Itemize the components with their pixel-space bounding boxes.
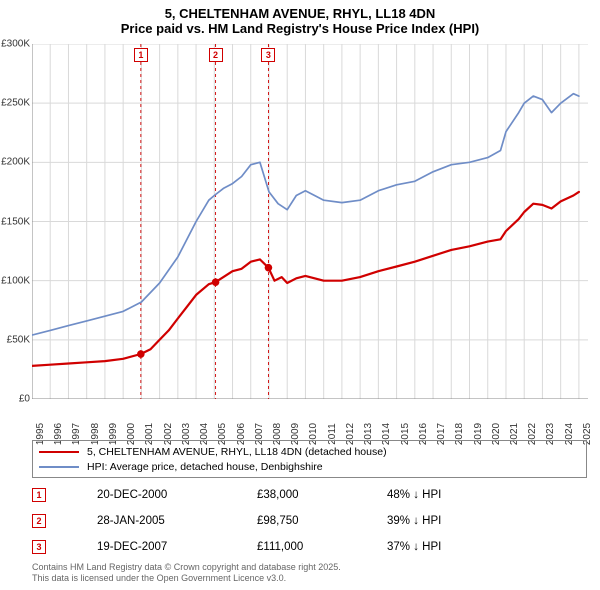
marker-date: 20-DEC-2000 <box>97 489 257 501</box>
legend-label: HPI: Average price, detached house, Denb… <box>87 461 323 473</box>
y-tick-label: £100K <box>1 275 30 286</box>
y-axis-labels: £0£50K£100K£150K£200K£250K£300K <box>0 44 32 399</box>
footnote: Contains HM Land Registry data © Crown c… <box>32 562 341 585</box>
y-tick-label: £300K <box>1 39 30 50</box>
y-tick-label: £50K <box>7 334 30 345</box>
marker-num-cell: 1 <box>32 488 97 502</box>
marker-table-row: 1 20-DEC-2000£38,00048% ↓ HPI <box>32 482 587 508</box>
marker-date: 19-DEC-2007 <box>97 541 257 553</box>
y-tick-label: £150K <box>1 216 30 227</box>
sale-marker-3: 3 <box>261 48 275 62</box>
marker-num-box: 2 <box>32 514 46 528</box>
legend-swatch <box>39 451 79 453</box>
marker-table-row: 2 28-JAN-2005£98,75039% ↓ HPI <box>32 508 587 534</box>
marker-num-cell: 3 <box>32 540 97 554</box>
marker-num-cell: 2 <box>32 514 97 528</box>
marker-table-row: 3 19-DEC-2007£111,00037% ↓ HPI <box>32 534 587 560</box>
marker-pct: 39% ↓ HPI <box>387 515 527 527</box>
y-tick-label: £250K <box>1 98 30 109</box>
chart-title-block: 5, CHELTENHAM AVENUE, RHYL, LL18 4DN Pri… <box>0 0 600 36</box>
marker-price: £111,000 <box>257 541 387 553</box>
marker-price: £98,750 <box>257 515 387 527</box>
marker-pct: 48% ↓ HPI <box>387 489 527 501</box>
marker-pct: 37% ↓ HPI <box>387 541 527 553</box>
marker-date: 28-JAN-2005 <box>97 515 257 527</box>
markers-table: 1 20-DEC-2000£38,00048% ↓ HPI 2 28-JAN-2005… <box>32 482 587 560</box>
marker-num-box: 3 <box>32 540 46 554</box>
legend-label: 5, CHELTENHAM AVENUE, RHYL, LL18 4DN (de… <box>87 446 387 458</box>
legend-row: HPI: Average price, detached house, Denb… <box>39 459 580 474</box>
legend-swatch <box>39 466 79 468</box>
y-tick-label: £0 <box>19 394 30 405</box>
sale-marker-1: 1 <box>134 48 148 62</box>
legend-box: 5, CHELTENHAM AVENUE, RHYL, LL18 4DN (de… <box>32 440 587 478</box>
x-axis-labels: 1995199619971998199920002001200220032004… <box>32 404 588 438</box>
chart-svg <box>32 44 588 399</box>
y-tick-label: £200K <box>1 157 30 168</box>
legend-row: 5, CHELTENHAM AVENUE, RHYL, LL18 4DN (de… <box>39 444 580 459</box>
footnote-line-1: Contains HM Land Registry data © Crown c… <box>32 562 341 573</box>
title-line-1: 5, CHELTENHAM AVENUE, RHYL, LL18 4DN <box>0 6 600 21</box>
title-line-2: Price paid vs. HM Land Registry's House … <box>0 21 600 36</box>
marker-price: £38,000 <box>257 489 387 501</box>
marker-num-box: 1 <box>32 488 46 502</box>
footnote-line-2: This data is licensed under the Open Gov… <box>32 573 341 584</box>
chart-area: 1 2 3 <box>32 44 588 399</box>
sale-marker-2: 2 <box>209 48 223 62</box>
